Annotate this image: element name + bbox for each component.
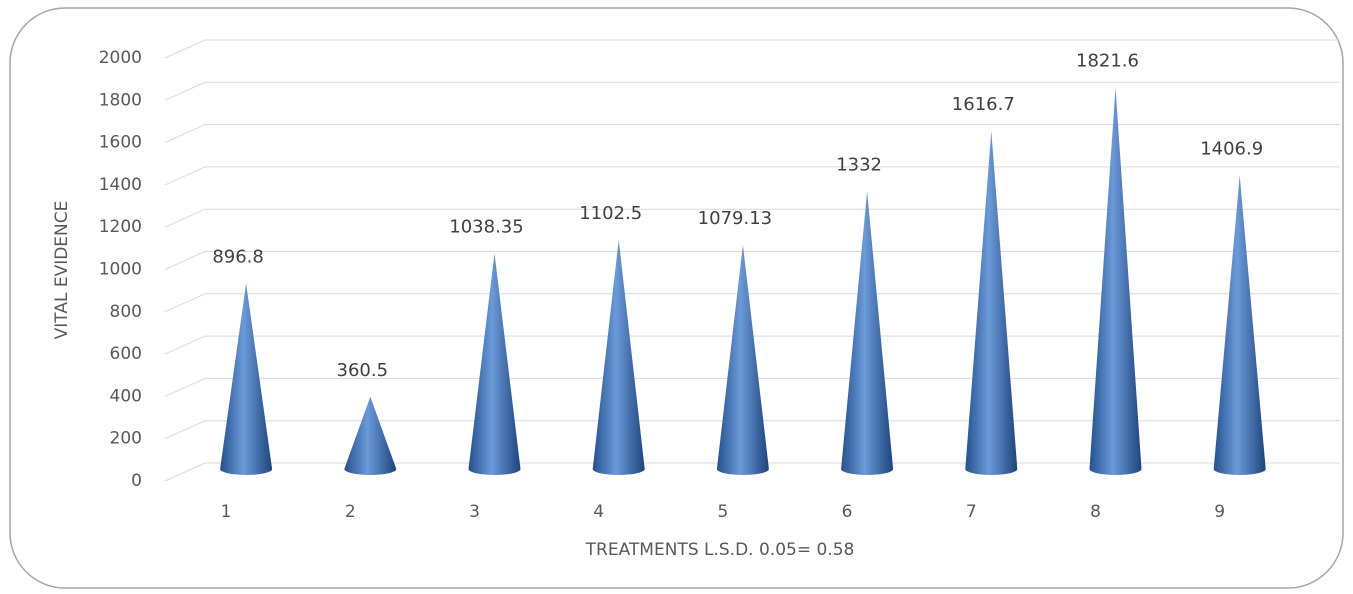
x-tick-label: 6 (842, 502, 853, 522)
grid-line (164, 293, 1340, 313)
grid-line (164, 251, 1340, 270)
y-tick-label: 1400 (99, 175, 142, 195)
y-tick-label: 600 (110, 344, 142, 364)
data-label: 1038.35 (449, 216, 523, 237)
x-tick-label: 3 (469, 502, 480, 522)
x-axis-title: TREATMENTS L.S.D. 0.05= 0.58 (585, 540, 855, 560)
x-tick-label: 5 (717, 502, 728, 522)
frame (9, 7, 1344, 589)
grid-line (164, 377, 1340, 397)
x-tick-label: 2 (345, 502, 356, 522)
cone (220, 283, 273, 476)
grid-line (164, 208, 1340, 228)
x-tick-label: 8 (1090, 502, 1101, 522)
y-tick-label: 2000 (99, 48, 142, 68)
cone (468, 253, 521, 476)
grid-line (164, 39, 1340, 59)
data-label: 360.5 (337, 360, 389, 381)
y-tick-label: 1200 (99, 217, 142, 237)
grid-line (164, 81, 1340, 101)
x-tick-label: 9 (1214, 502, 1225, 522)
y-tick-label: 1600 (99, 133, 142, 153)
grid-line (164, 462, 1340, 482)
cone (592, 239, 645, 476)
x-tick-label: 7 (966, 502, 977, 522)
y-tick-label: 400 (110, 386, 142, 406)
data-label: 1406.9 (1200, 138, 1263, 159)
y-tick-label: 1800 (99, 90, 142, 110)
y-axis-title: VITAL EVIDENCE (52, 201, 72, 340)
x-tick-label: 1 (221, 502, 232, 522)
cone (1213, 175, 1266, 476)
cone (344, 396, 397, 476)
data-label: 1616.7 (952, 94, 1015, 115)
y-tick-label: 800 (110, 302, 142, 322)
cone (841, 191, 894, 476)
data-label: 1332 (836, 154, 882, 175)
cone (716, 244, 769, 476)
y-tick-label: 1000 (99, 260, 142, 280)
y-tick-label: 0 (131, 471, 142, 491)
grid-line (164, 124, 1340, 144)
cone (1089, 87, 1142, 476)
x-tick-label: 4 (593, 502, 604, 522)
grid-line (164, 166, 1340, 186)
data-label: 1821.6 (1076, 51, 1139, 72)
data-label: 896.8 (212, 246, 264, 267)
y-tick-label: 200 (110, 429, 142, 449)
data-label: 1079.13 (698, 208, 772, 229)
cone (965, 131, 1018, 476)
grid-line (164, 420, 1340, 440)
grid-line (164, 335, 1340, 355)
data-label: 1102.5 (579, 203, 642, 224)
